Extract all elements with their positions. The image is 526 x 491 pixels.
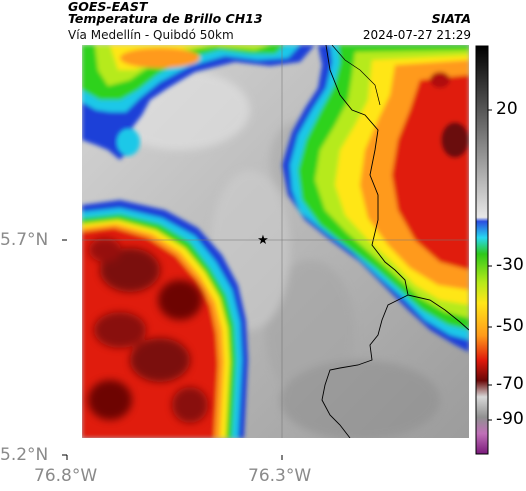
right-convective-system bbox=[282, 45, 469, 352]
datetime-label: 2024-07-27 21:29 bbox=[362, 28, 471, 42]
satellite-name: GOES-EAST bbox=[68, 0, 148, 14]
colorbar bbox=[475, 45, 489, 455]
source-label: SIATA bbox=[431, 11, 471, 26]
top-left-cloud bbox=[82, 45, 315, 160]
colorbar-tick: -70 bbox=[496, 374, 524, 394]
star-icon: ★ bbox=[257, 233, 269, 248]
colorbar-tick: 20 bbox=[496, 99, 518, 119]
lat-label-5.7: 5.7°N bbox=[0, 230, 49, 250]
product-title: Temperatura de Brillo CH13 bbox=[68, 11, 263, 26]
lon-label-76.8: 76.8°W bbox=[34, 466, 98, 486]
lon-label-76.3: 76.3°W bbox=[248, 466, 312, 486]
colorbar-tick: -50 bbox=[496, 316, 524, 336]
lat-label-5.2: 5.2°N bbox=[0, 445, 49, 465]
colorbar-tick: -90 bbox=[496, 409, 524, 429]
route-subtitle: Vía Medellín - Quibdó 50km bbox=[68, 28, 234, 42]
cold-cloud-cores bbox=[88, 238, 208, 423]
small-cloud-blob bbox=[116, 128, 140, 156]
colorbar-tick: -30 bbox=[496, 255, 524, 275]
brightness-temperature-field: ★ bbox=[82, 45, 469, 438]
